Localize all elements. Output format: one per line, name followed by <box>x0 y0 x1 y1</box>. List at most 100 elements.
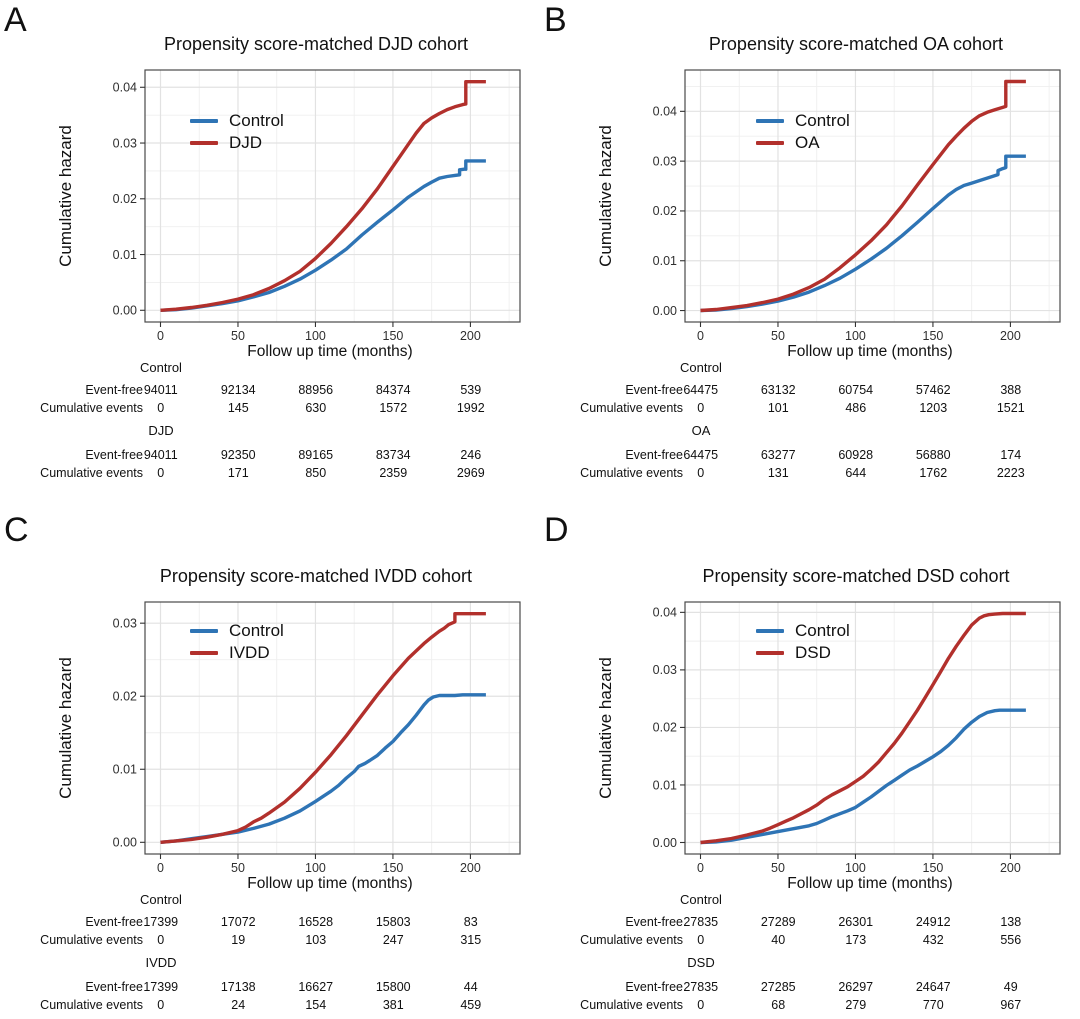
cumulative-hazard-plot: 0 50 100 150 200 0.00 0.01 0.02 0.03 0.04 <box>0 0 540 368</box>
risk-table-row-cumevents-exposed: Cumulative events 0 68 279 770 967 <box>540 998 1080 1014</box>
risk-table-row-eventfree-control: Event-free 27835 27289 26301 24912 138 <box>540 915 1080 931</box>
risk-table-row-cumevents-control: Cumulative events 0 145 630 1572 1992 <box>0 401 540 417</box>
risk-table-row-cumevents-exposed: Cumulative events 0 171 850 2359 2969 <box>0 466 540 482</box>
series-line-control <box>160 159 486 312</box>
panel-letter: B <box>544 1 567 39</box>
risk-row-label: Event-free <box>85 383 143 397</box>
y-tick-label: 0.03 <box>653 663 677 677</box>
survival-chart-svg: 0 50 100 150 200 0.00 0.01 0.02 0.03 0.04 <box>113 69 521 343</box>
x-axis-label: Follow up time (months) <box>787 343 953 360</box>
panel-D: D Propensity score-matched DSD cohort Cu… <box>540 510 1080 1019</box>
risk-value: 315 <box>460 933 482 947</box>
risk-row-label: Cumulative events <box>40 466 143 480</box>
risk-value: 19 <box>231 933 246 947</box>
risk-value: 279 <box>845 998 867 1012</box>
plot-border <box>144 601 521 855</box>
x-tick-label: 100 <box>305 329 326 343</box>
chart-legend: Control OA <box>756 110 850 154</box>
risk-value: 770 <box>922 998 944 1012</box>
risk-value: 850 <box>305 466 327 480</box>
risk-value: 630 <box>305 401 327 415</box>
risk-value: 174 <box>1000 448 1022 462</box>
survival-chart-svg: 0 50 100 150 200 0.00 0.01 0.02 0.03 0.04 <box>653 69 1061 343</box>
legend-line-control-icon <box>756 119 784 123</box>
legend-label-exposed: DJD <box>229 133 263 152</box>
panel-letter: A <box>4 1 27 39</box>
series-line-control <box>700 154 1026 313</box>
x-axis-label: Follow up time (months) <box>247 343 413 360</box>
risk-value: 432 <box>922 933 944 947</box>
y-tick-label: 0.02 <box>653 204 677 218</box>
risk-value: 16627 <box>298 980 334 994</box>
legend-label-exposed: DSD <box>795 643 831 662</box>
risk-value: 17399 <box>143 915 179 929</box>
risk-value: 0 <box>157 998 165 1012</box>
panel-A: A Propensity score-matched DJD cohort Cu… <box>0 0 540 510</box>
risk-row-values: 0 24 154 381 459 <box>122 998 510 1012</box>
legend-entry-control: Control <box>190 110 284 132</box>
risk-value: 131 <box>767 466 789 480</box>
risk-value: 49 <box>1003 980 1018 994</box>
risk-table-row-cumevents-control: Cumulative events 0 101 486 1203 1521 <box>540 401 1080 417</box>
risk-value: 15800 <box>375 980 411 994</box>
legend-entry-control: Control <box>756 620 850 642</box>
risk-row-values: 64475 63132 60754 57462 388 <box>662 383 1050 397</box>
x-tick-label: 100 <box>305 861 326 875</box>
x-tick-label: 150 <box>383 329 404 343</box>
risk-value: 94011 <box>143 448 178 462</box>
risk-value: 40 <box>771 933 786 947</box>
risk-table-row-cumevents-exposed: Cumulative events 0 131 644 1762 2223 <box>540 466 1080 482</box>
y-tick-label: 0.00 <box>653 304 677 318</box>
cumulative-hazard-plot: 0 50 100 150 200 0.00 0.01 0.02 0.03 0.04 <box>540 532 1080 900</box>
risk-value: 26301 <box>838 915 874 929</box>
legend-entry-exposed: DSD <box>756 642 850 664</box>
risk-value: 1762 <box>919 466 948 480</box>
risk-value: 83 <box>463 915 478 929</box>
legend-label-control: Control <box>229 111 284 130</box>
risk-value: 138 <box>1000 915 1022 929</box>
risk-value: 17138 <box>220 980 256 994</box>
series-line-ivdd <box>160 611 486 844</box>
risk-value: 0 <box>697 933 705 947</box>
risk-table-row-eventfree-exposed: Event-free 64475 63277 60928 56880 174 <box>540 448 1080 464</box>
risk-table-group-name-control: Control <box>140 892 182 907</box>
risk-row-label: Cumulative events <box>580 998 683 1012</box>
risk-row-values: 0 101 486 1203 1521 <box>662 401 1050 415</box>
plot-border <box>144 69 521 323</box>
risk-value: 68 <box>771 998 786 1012</box>
legend-line-exposed-icon <box>190 141 218 145</box>
chart-title: Propensity score-matched OA cohort <box>708 34 1004 54</box>
risk-value: 0 <box>697 466 705 480</box>
risk-value: 0 <box>157 933 165 947</box>
risk-value: 17399 <box>143 980 179 994</box>
risk-value: 88956 <box>298 383 334 397</box>
x-tick-label: 0 <box>157 329 164 343</box>
series-line-control <box>700 708 1026 845</box>
legend-entry-control: Control <box>756 110 850 132</box>
series-line-dsd <box>700 611 1026 845</box>
risk-value: 44 <box>463 980 478 994</box>
risk-row-values: 0 40 173 432 556 <box>662 933 1050 947</box>
x-tick-label: 150 <box>923 861 944 875</box>
risk-value: 539 <box>460 383 482 397</box>
x-axis-label: Follow up time (months) <box>787 875 953 892</box>
y-tick-label: 0.00 <box>113 836 137 850</box>
y-tick-label: 0.01 <box>113 248 137 262</box>
risk-value: 27835 <box>683 980 719 994</box>
risk-row-label: Event-free <box>625 915 683 929</box>
risk-value: 60754 <box>838 383 874 397</box>
risk-value: 145 <box>227 401 249 415</box>
y-tick-label: 0.00 <box>113 304 137 318</box>
risk-table-row-cumevents-control: Cumulative events 0 19 103 247 315 <box>0 933 540 949</box>
x-tick-label: 200 <box>1000 329 1021 343</box>
legend-label-control: Control <box>229 621 284 640</box>
y-tick-label: 0.01 <box>653 254 677 268</box>
risk-value: 2359 <box>379 466 408 480</box>
risk-row-values: 0 19 103 247 315 <box>122 933 510 947</box>
risk-value: 246 <box>460 448 482 462</box>
x-tick-label: 50 <box>231 861 245 875</box>
x-tick-label: 50 <box>231 329 245 343</box>
risk-table-row-eventfree-exposed: Event-free 94011 92350 89165 83734 246 <box>0 448 540 464</box>
risk-value: 0 <box>697 401 705 415</box>
